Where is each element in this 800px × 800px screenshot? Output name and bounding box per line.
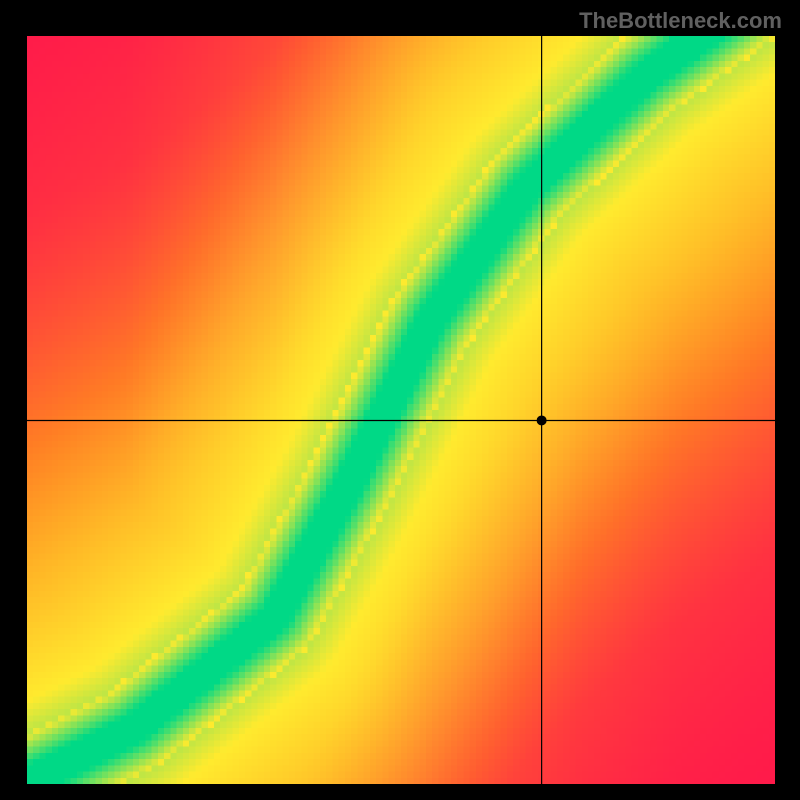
watermark-text: TheBottleneck.com [579, 8, 782, 34]
heatmap-canvas [27, 36, 775, 784]
